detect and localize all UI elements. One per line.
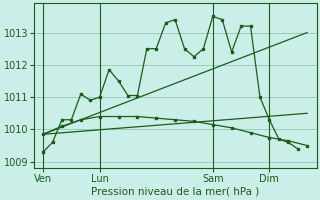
X-axis label: Pression niveau de la mer( hPa ): Pression niveau de la mer( hPa ) <box>91 187 259 197</box>
